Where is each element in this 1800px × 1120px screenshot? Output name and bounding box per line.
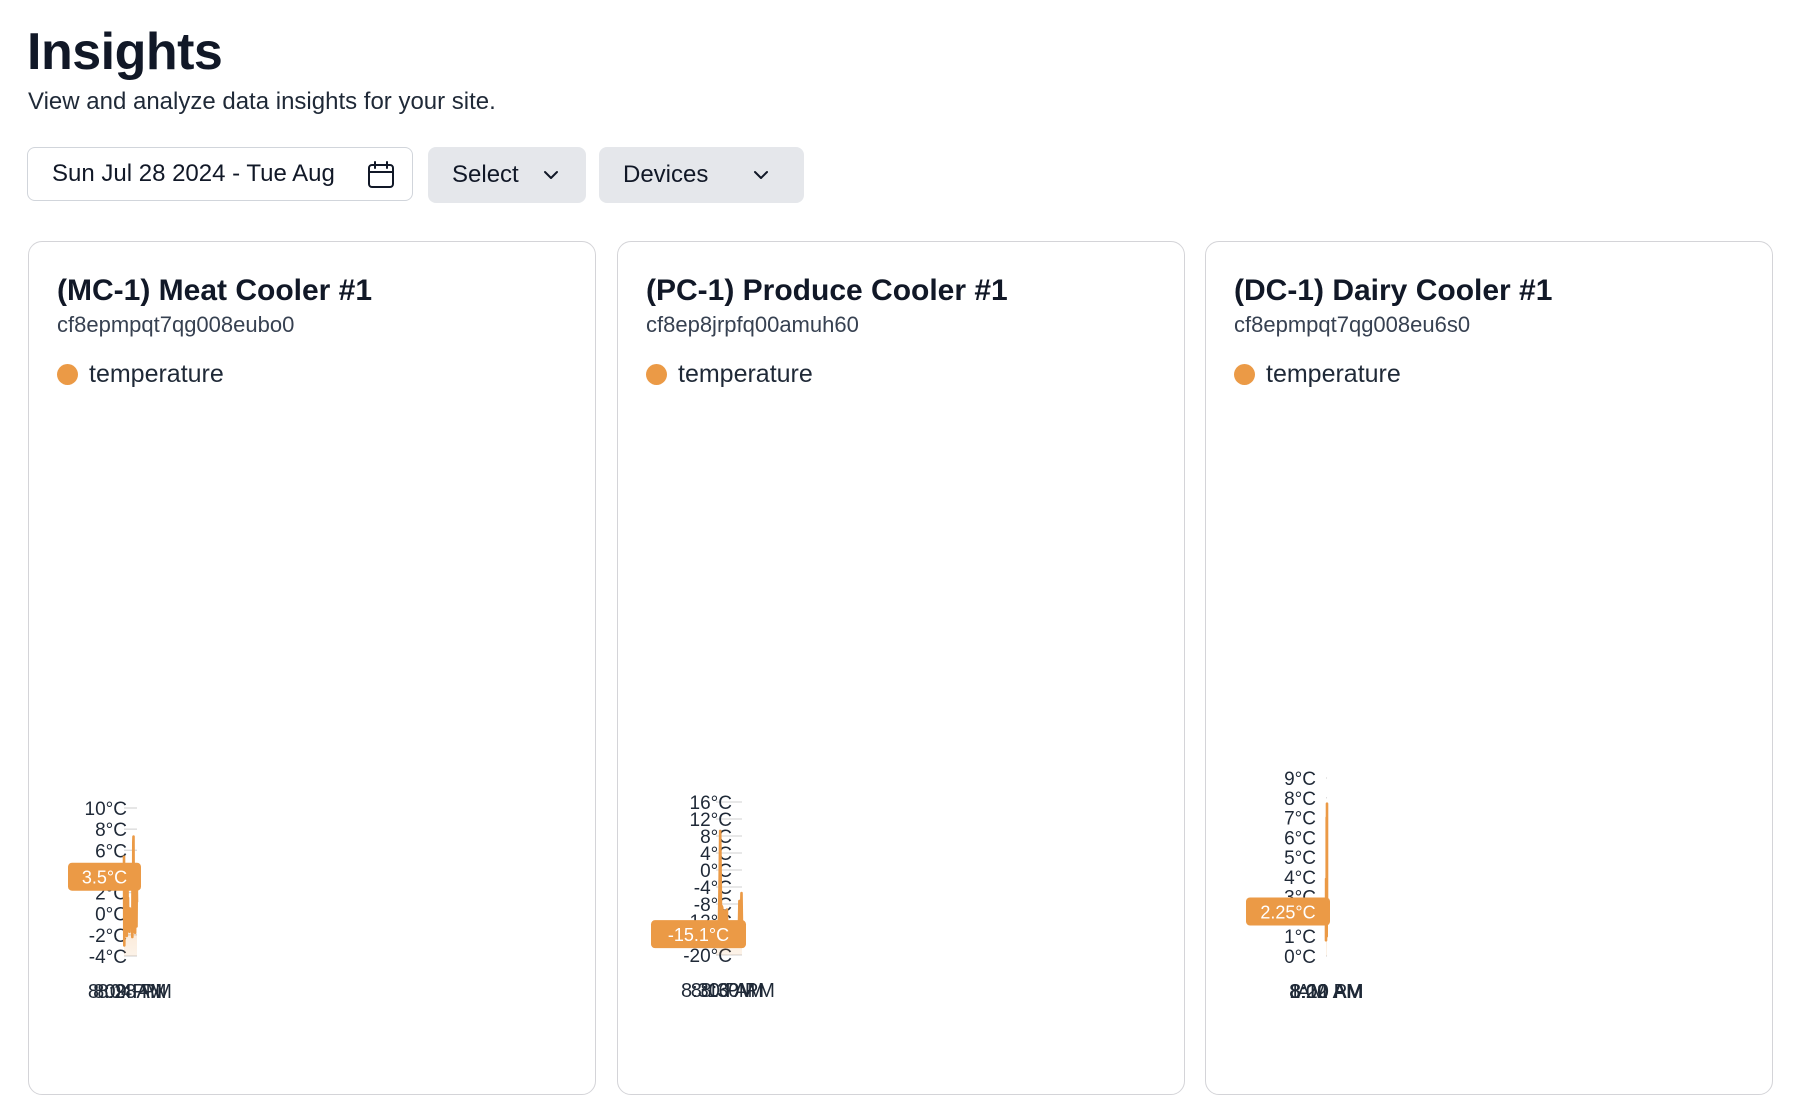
y-tick-label: 0°C (1284, 947, 1316, 968)
x-tick-label: 8:10 AM (1290, 981, 1363, 1003)
date-range-value: Sun Jul 28 2024 - Tue Aug (52, 160, 335, 187)
y-tick-label: 8°C (1284, 789, 1316, 810)
x-tick-label: 8:04 AM (93, 981, 166, 1003)
chevron-down-icon (754, 171, 768, 179)
date-range-picker[interactable]: Sun Jul 28 2024 - Tue Aug (27, 147, 413, 201)
legend-label: temperature (678, 360, 813, 388)
card-title: (MC-1) Meat Cooler #1 (57, 274, 373, 307)
x-tick-label: 8:30 PM (681, 980, 755, 1002)
y-tick-label: 1°C (1284, 927, 1316, 948)
y-tick-label: -4°C (89, 947, 127, 968)
y-tick-label: 16°C (690, 793, 732, 814)
temperature-series-line[interactable] (122, 835, 139, 947)
card-title: (DC-1) Dairy Cooler #1 (1234, 274, 1553, 307)
device-id: cf8ep8jrpfq00amuh60 (646, 312, 859, 337)
devices-dropdown-label: Devices (623, 161, 709, 188)
y-tick-label: 8°C (95, 820, 127, 841)
x-tick-label: 1:00 AM (1289, 981, 1362, 1003)
average-badge-label: 2.25°C (1260, 903, 1315, 923)
y-tick-label: 6°C (95, 841, 127, 862)
x-tick-label: 8:16 AM (691, 980, 764, 1002)
legend-dot-icon (1234, 364, 1255, 385)
y-tick-label: 9°C (1284, 769, 1316, 790)
chart-legend[interactable]: temperature (1234, 360, 1401, 389)
chevron-down-icon (544, 171, 558, 179)
y-tick-label: -4°C (694, 878, 732, 899)
device-card-meat-cooler: (MC-1) Meat Cooler #1 cf8epmpqt7qg008eub… (28, 241, 596, 1095)
x-tick-label: AM (1297, 981, 1327, 1003)
y-tick-label: -2°C (89, 926, 127, 947)
temperature-chart[interactable]: 0°C1°C2°C3°C4°C5°C6°C7°C8°C9°C2.25°C1:00… (1206, 242, 1773, 1095)
y-tick-label: 5°C (1284, 848, 1316, 869)
y-tick-label: 8°C (700, 827, 732, 848)
devices-dropdown[interactable]: Devices (599, 147, 804, 203)
average-badge (68, 862, 141, 891)
legend-label: temperature (1266, 360, 1401, 388)
calendar-icon[interactable] (366, 160, 396, 190)
x-tick-label: 8:30 PM (700, 980, 774, 1002)
x-tick-label: 8:28 PM (97, 981, 171, 1003)
y-tick-label: 12°C (690, 810, 732, 831)
page-subtitle: View and analyze data insights for your … (28, 88, 496, 115)
legend-dot-icon (57, 364, 78, 385)
temperature-chart[interactable]: -4°C-2°C0°C2°C4°C6°C8°C10°C3.5°C8:28 PM8… (29, 242, 596, 1095)
y-tick-label: 4°C (1284, 868, 1316, 889)
y-tick-label: 0°C (95, 905, 127, 926)
legend-dot-icon (646, 364, 667, 385)
y-tick-label: 10°C (85, 799, 127, 820)
temperature-chart[interactable]: -20°C-16°C-12°C-8°C-4°C0°C4°C8°C12°C16°C… (618, 242, 1185, 1095)
x-tick-label: 8:09 PM (88, 981, 162, 1003)
y-tick-label: 4°C (700, 844, 732, 865)
select-dropdown-label: Select (452, 161, 519, 188)
select-dropdown[interactable]: Select (428, 147, 586, 203)
y-tick-label: 0°C (700, 861, 732, 882)
average-badge (651, 920, 746, 949)
x-tick-label: 8:22 PM (1289, 981, 1363, 1003)
chart-legend[interactable]: temperature (646, 360, 813, 389)
average-badge-label: -15.1°C (668, 925, 729, 945)
chart-legend[interactable]: temperature (57, 360, 224, 389)
legend-label: temperature (89, 360, 224, 388)
device-id: cf8epmpqt7qg008eu6s0 (1234, 312, 1471, 337)
average-badge-label: 3.5°C (82, 868, 127, 888)
page-title: Insights (27, 23, 223, 81)
y-tick-label: 6°C (1284, 828, 1316, 849)
card-title: (PC-1) Produce Cooler #1 (646, 274, 1008, 307)
y-tick-label: 7°C (1284, 809, 1316, 830)
device-card-dairy-cooler: (DC-1) Dairy Cooler #1 cf8epmpqt7qg008eu… (1205, 241, 1773, 1095)
device-id: cf8epmpqt7qg008eubo0 (57, 312, 295, 337)
average-badge (1246, 897, 1330, 926)
device-card-produce-cooler: (PC-1) Produce Cooler #1 cf8ep8jrpfq00am… (617, 241, 1185, 1095)
